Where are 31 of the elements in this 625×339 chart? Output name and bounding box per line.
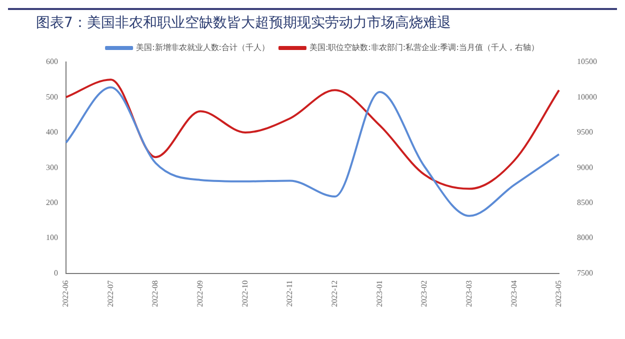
- y2-tick-label: 9000: [577, 162, 593, 172]
- y2-tick-label: 8000: [577, 233, 593, 242]
- y-tick-label: 0: [54, 268, 58, 278]
- y2-tick-label: 10000: [577, 92, 597, 102]
- x-tick-label: 2022-12: [330, 280, 340, 308]
- legend-label: 美国:新增非农就业人数:合计（千人）: [136, 43, 270, 52]
- y-tick-label: 400: [46, 128, 58, 137]
- y2-tick-label: 8500: [577, 198, 593, 207]
- y2-tick-label: 7500: [577, 268, 593, 278]
- x-tick-label: 2023-05: [554, 280, 564, 308]
- legend-label: 美国:职位空缺数:非农部门:私营企业:季调:当月值（千人，右轴）: [309, 43, 539, 52]
- y2-tick-label: 10500: [577, 57, 597, 66]
- y-tick-label: 500: [46, 92, 58, 102]
- line-series: [65, 86, 560, 217]
- x-tick-label: 2022-10: [240, 280, 250, 308]
- chart-title: 图表7：美国非农和职业空缺数皆大超预期现实劳动力市场高烧难退: [8, 8, 617, 34]
- x-tick-label: 2023-02: [420, 280, 429, 308]
- y-tick-label: 100: [46, 233, 58, 242]
- y-tick-label: 200: [46, 198, 58, 207]
- x-tick-label: 2022-06: [61, 280, 70, 308]
- y2-tick-label: 9500: [577, 128, 593, 137]
- x-tick-label: 2022-08: [150, 280, 160, 308]
- x-tick-label: 2022-09: [196, 280, 205, 308]
- x-tick-label: 2023-03: [464, 280, 474, 308]
- line-series: [65, 78, 560, 190]
- y-tick-label: 600: [46, 57, 58, 66]
- y-tick-label: 300: [46, 162, 58, 172]
- x-tick-label: 2022-07: [106, 280, 115, 308]
- x-tick-label: 2023-04: [509, 280, 518, 308]
- x-tick-label: 2022-11: [285, 280, 294, 307]
- x-tick-label: 2023-01: [374, 280, 384, 308]
